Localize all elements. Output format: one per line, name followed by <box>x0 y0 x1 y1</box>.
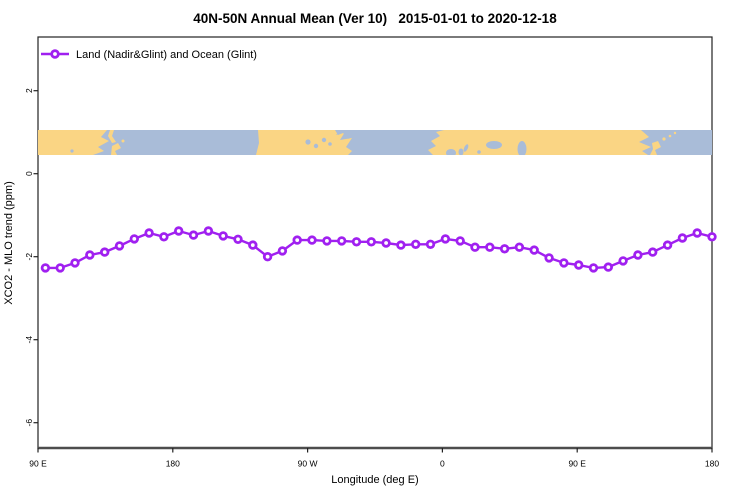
y-tick-label: 2 <box>24 88 34 93</box>
map-island <box>121 139 125 143</box>
data-point-marker <box>514 242 525 252</box>
chart-title: 40N-50N Annual Mean (Ver 10) 2015-01-01 … <box>193 11 557 26</box>
data-point-marker <box>351 237 362 247</box>
map-sea-aegean <box>477 150 481 154</box>
map-sea-mediterranean <box>446 149 456 155</box>
x-axis-ticks: 90 E 180 90 W 0 90 E 180 <box>29 448 719 469</box>
y-tick-label: 0 <box>24 171 34 176</box>
map-sea-black <box>486 141 502 149</box>
x-tick-label: 90 E <box>568 459 586 469</box>
data-point-marker <box>603 262 613 272</box>
data-series-land-ocean <box>40 226 717 273</box>
x-tick-label: 0 <box>440 459 445 469</box>
map-island <box>668 134 672 138</box>
data-point-marker <box>544 253 554 263</box>
data-point-marker <box>529 245 539 255</box>
y-tick-label: -6 <box>24 419 34 427</box>
data-point-marker <box>307 235 317 245</box>
data-point-marker <box>159 232 169 242</box>
map-great-lakes <box>313 143 319 149</box>
x-tick-label: 180 <box>705 459 719 469</box>
map-island <box>662 137 666 141</box>
map-land-eurasia <box>428 130 651 155</box>
map-island <box>673 131 677 135</box>
legend: Land (Nadir&Glint) and Ocean (Glint) <box>41 49 257 61</box>
map-land-north-america <box>256 130 352 155</box>
map-lake <box>70 149 74 153</box>
map-strip <box>38 130 712 155</box>
data-point-marker <box>40 263 51 273</box>
data-point-marker <box>114 241 125 251</box>
data-point-marker <box>381 238 391 248</box>
x-tick-label: 90 W <box>298 459 318 469</box>
data-point-marker <box>633 250 643 260</box>
data-point-marker <box>485 242 495 252</box>
data-point-marker <box>499 244 510 254</box>
data-point-marker <box>99 247 110 257</box>
data-point-marker <box>337 236 347 246</box>
series-line <box>44 229 714 270</box>
data-point-marker <box>411 239 421 249</box>
data-point-marker <box>470 242 480 252</box>
data-point-marker <box>662 240 673 250</box>
x-axis-title: Longitude (deg E) <box>331 474 418 486</box>
data-point-marker <box>588 263 599 273</box>
map-sea-gulf-st-lawrence <box>335 130 352 139</box>
data-point-marker <box>559 258 569 268</box>
y-axis-title: XCO2 - MLO trend (ppm) <box>3 181 15 304</box>
data-point-marker <box>218 231 228 241</box>
map-sea-tyrrhenian <box>458 148 464 155</box>
data-point-marker <box>574 260 584 270</box>
data-point-marker <box>277 246 288 256</box>
data-point-marker <box>70 258 80 268</box>
data-point-marker <box>262 252 273 262</box>
data-point-marker <box>455 236 465 246</box>
data-point-marker <box>129 234 139 244</box>
map-great-lakes <box>321 137 327 143</box>
data-point-marker <box>85 250 95 260</box>
data-point-marker <box>233 234 243 244</box>
x-tick-label: 90 E <box>29 459 47 469</box>
data-point-marker <box>248 240 258 250</box>
data-point-marker <box>144 228 154 238</box>
map-great-lakes <box>328 142 332 146</box>
data-point-marker <box>618 256 628 266</box>
legend-label: Land (Nadir&Glint) and Ocean (Glint) <box>76 49 257 61</box>
data-point-marker <box>425 239 436 249</box>
map-sea-adriatic <box>463 144 469 152</box>
data-point-marker <box>396 240 406 250</box>
y-tick-label: -2 <box>24 253 34 261</box>
map-island-sakhalin <box>108 130 116 143</box>
map-sea-caspian <box>517 141 527 155</box>
data-point-marker <box>707 232 717 242</box>
map-land-asia-west <box>38 130 109 155</box>
map-island-japan-2 <box>650 141 661 155</box>
data-point-marker <box>322 236 332 246</box>
data-point-marker <box>692 228 702 238</box>
data-point-marker <box>55 263 65 273</box>
y-tick-label: -4 <box>24 336 34 344</box>
x-tick-label: 180 <box>166 459 180 469</box>
data-point-marker <box>203 226 214 236</box>
data-point-marker <box>677 233 688 243</box>
data-point-marker <box>292 235 302 245</box>
data-point-marker <box>188 230 199 240</box>
data-point-marker <box>648 247 658 257</box>
data-point-marker <box>366 237 376 247</box>
legend-sample-marker <box>50 49 60 59</box>
map-great-lakes <box>305 139 311 145</box>
data-point-marker <box>173 226 184 236</box>
y-axis-ticks: 2 0 -2 -4 -6 <box>24 88 38 426</box>
map-island-japan <box>111 143 121 155</box>
data-point-marker <box>440 234 451 244</box>
